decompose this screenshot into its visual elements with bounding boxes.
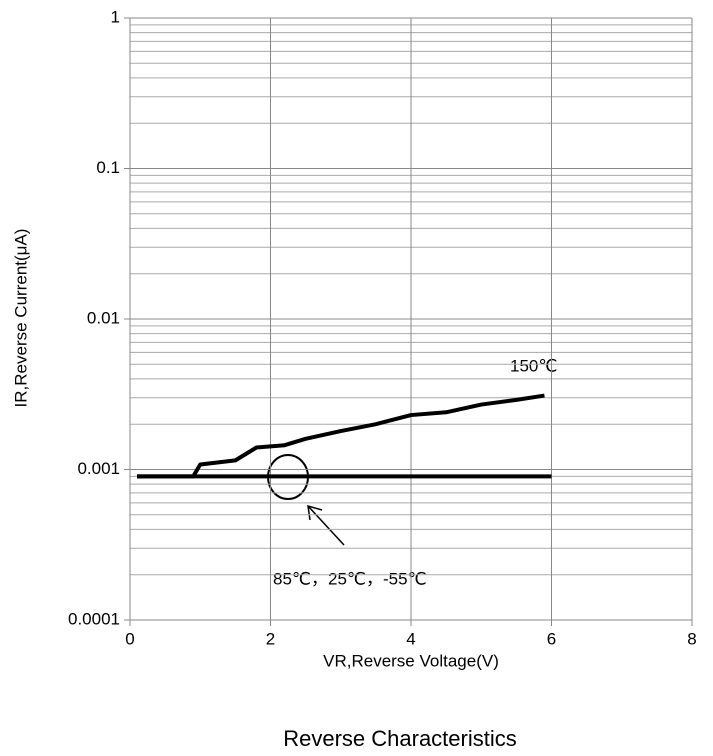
arrow-head bbox=[307, 504, 323, 521]
x-tick-label: 4 bbox=[406, 629, 415, 648]
x-tick-label: 8 bbox=[687, 629, 696, 648]
y-axis-label: IR,Reverse Current(μA) bbox=[11, 229, 30, 408]
x-tick-label: 6 bbox=[547, 629, 556, 648]
annotation-150: 150℃ bbox=[510, 356, 557, 375]
y-tick-label: 0.1 bbox=[96, 158, 120, 177]
y-tick-label: 1 bbox=[111, 7, 120, 26]
y-tick-label: 0.0001 bbox=[68, 609, 120, 628]
y-tick-label: 0.001 bbox=[77, 459, 120, 478]
x-tick-label: 2 bbox=[266, 629, 275, 648]
arrow-shaft bbox=[307, 505, 345, 546]
chart-title: Reverse Characteristics bbox=[283, 726, 517, 751]
x-axis-label: VR,Reverse Voltage(V) bbox=[323, 651, 499, 670]
x-tick-label: 0 bbox=[125, 629, 134, 648]
annotation-low: 85℃，25℃，-55℃ bbox=[273, 569, 427, 588]
series-line bbox=[137, 393, 545, 479]
y-tick-label: 0.01 bbox=[87, 308, 120, 327]
